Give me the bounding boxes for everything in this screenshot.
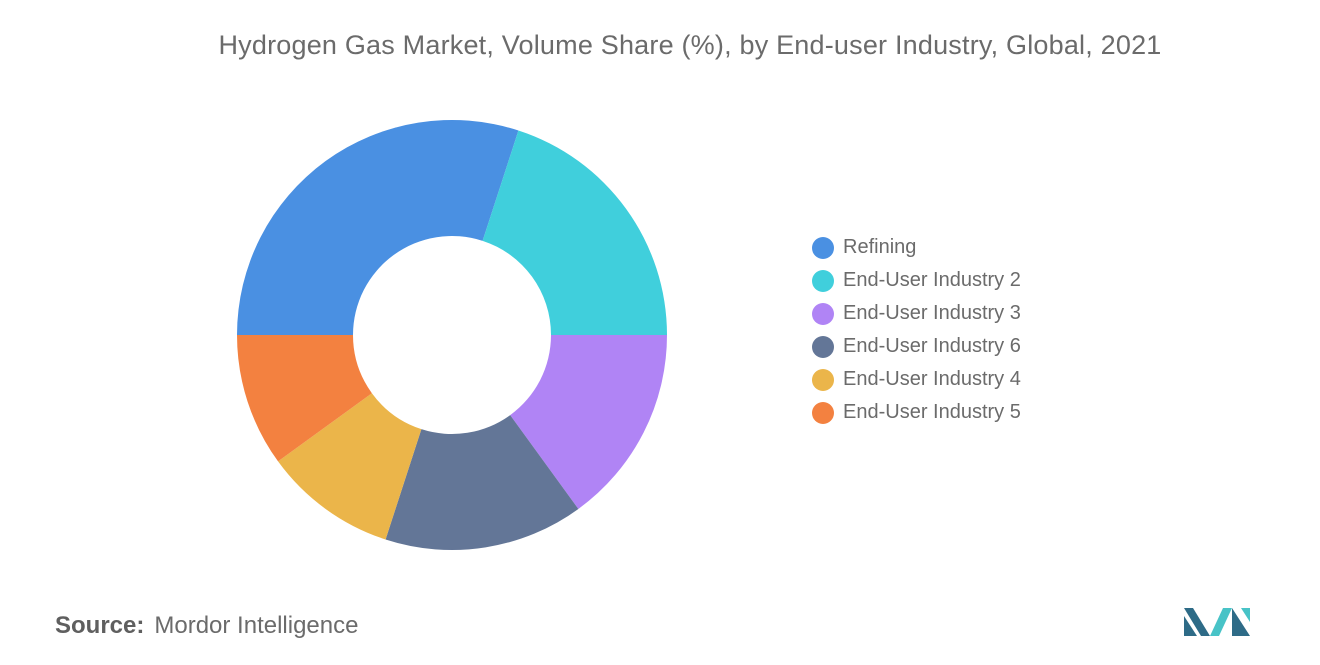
legend-swatch — [812, 335, 834, 358]
mordor-intelligence-logo-icon — [1184, 608, 1250, 636]
chart-title: Hydrogen Gas Market, Volume Share (%), b… — [218, 30, 1162, 60]
legend-swatch — [812, 269, 834, 292]
legend-swatch — [812, 302, 834, 325]
legend-label: End-User Industry 2 — [843, 269, 1021, 291]
legend-label: End-User Industry 3 — [843, 302, 1021, 324]
chart-legend: Refining End-User Industry 2 End-User Indu… — [812, 231, 1021, 429]
source-value: Mordor Intelligence — [154, 612, 359, 639]
legend-swatch — [812, 368, 834, 391]
legend-item: End-User Industry 3 — [812, 297, 1021, 330]
slice-refining — [237, 119, 519, 336]
legend-label: End-User Industry 5 — [843, 401, 1021, 423]
legend-item: End-User Industry 5 — [812, 396, 1021, 429]
legend-item: End-User Industry 2 — [812, 264, 1021, 297]
slice-end-user-industry-2 — [482, 130, 667, 335]
legend-label: End-User Industry 6 — [843, 335, 1021, 357]
legend-label: End-User Industry 4 — [843, 368, 1021, 390]
legend-item: End-User Industry 6 — [812, 330, 1021, 363]
legend-swatch — [812, 236, 834, 259]
legend-item: Refining — [812, 231, 1021, 264]
slice-end-user-industry-4 — [278, 393, 422, 540]
slice-end-user-industry-6 — [385, 415, 579, 550]
legend-swatch — [812, 401, 834, 424]
source-line: Source: Mordor Intelligence — [55, 612, 358, 640]
slice-end-user-industry-3 — [510, 335, 667, 509]
legend-label: Refining — [843, 236, 917, 258]
legend-item: End-User Industry 4 — [812, 363, 1021, 396]
source-key: Source: — [55, 612, 145, 639]
slice-end-user-industry-5 — [237, 335, 372, 462]
